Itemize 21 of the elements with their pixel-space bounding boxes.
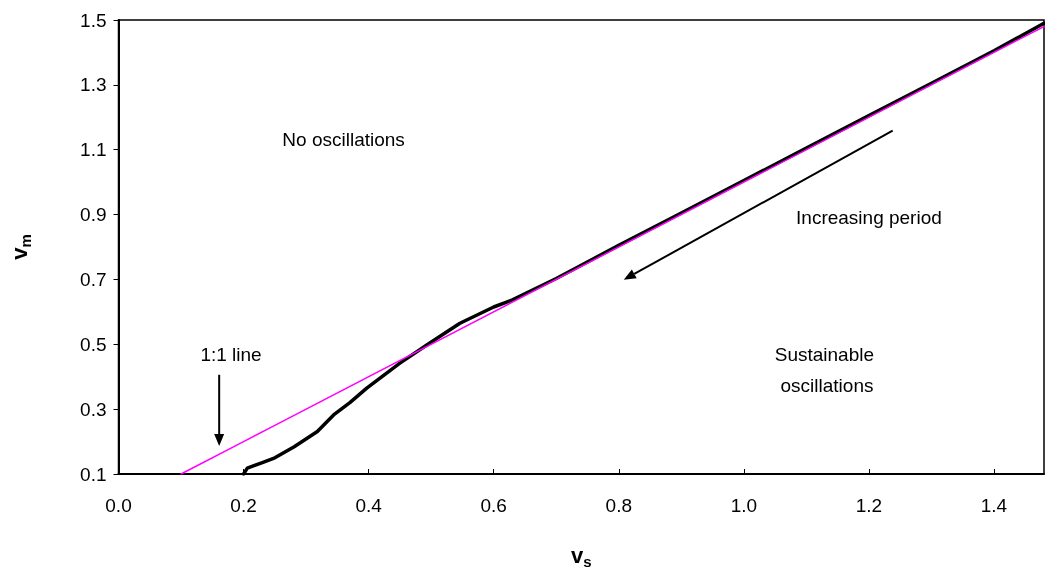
annotation: No oscillations	[282, 129, 405, 151]
annotation: Increasing period	[796, 207, 942, 229]
annotation: Sustainable oscillations	[774, 344, 880, 397]
y-tick-label: 0.3	[80, 398, 107, 420]
x-tick-label: 1.4	[980, 495, 1008, 516]
y-axis-title: vm	[6, 234, 34, 260]
y-tick-label: 0.7	[80, 268, 107, 290]
y-tick-label: 1.1	[80, 139, 107, 161]
x-tick-label: 0.8	[605, 495, 632, 516]
x-tick-label: 0.4	[355, 495, 383, 516]
y-tick-label: 0.1	[80, 463, 107, 485]
x-tick-label: 1.2	[855, 495, 883, 516]
y-tick-label: 0.9	[80, 204, 107, 226]
y-tick-label: 1.5	[80, 9, 107, 31]
x-tick-label: 0.0	[105, 495, 132, 516]
x-tick-label: 0.2	[230, 495, 257, 516]
x-tick-label: 0.6	[480, 495, 507, 516]
x-tick-label: 1.0	[730, 495, 758, 516]
y-tick-label: 1.3	[80, 74, 107, 96]
y-tick-label: 0.5	[80, 333, 107, 355]
annotation: 1:1 line	[200, 343, 262, 365]
